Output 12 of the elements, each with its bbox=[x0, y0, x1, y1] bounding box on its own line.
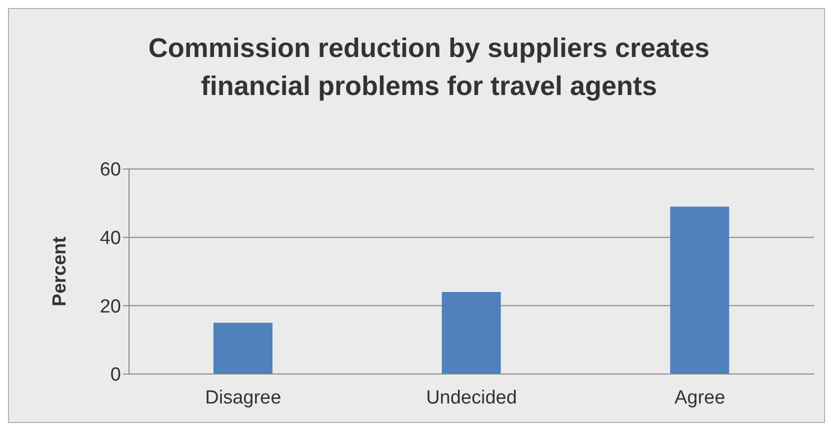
bar bbox=[213, 322, 272, 374]
y-tick-label: 20 bbox=[100, 296, 121, 318]
x-tick-label: Disagree bbox=[205, 387, 282, 408]
bar bbox=[670, 206, 730, 374]
y-tick-label: 60 bbox=[100, 160, 121, 181]
y-axis-title: Percent bbox=[50, 236, 71, 306]
y-tick-label: 0 bbox=[110, 364, 121, 386]
x-tick-label: Agree bbox=[674, 387, 726, 408]
x-tick-label: Undecided bbox=[426, 387, 517, 408]
bar bbox=[442, 292, 501, 374]
chart-title: Commission reduction by suppliers creates financial problems for travel agents bbox=[147, 32, 711, 103]
y-tick-label: 40 bbox=[100, 228, 121, 250]
